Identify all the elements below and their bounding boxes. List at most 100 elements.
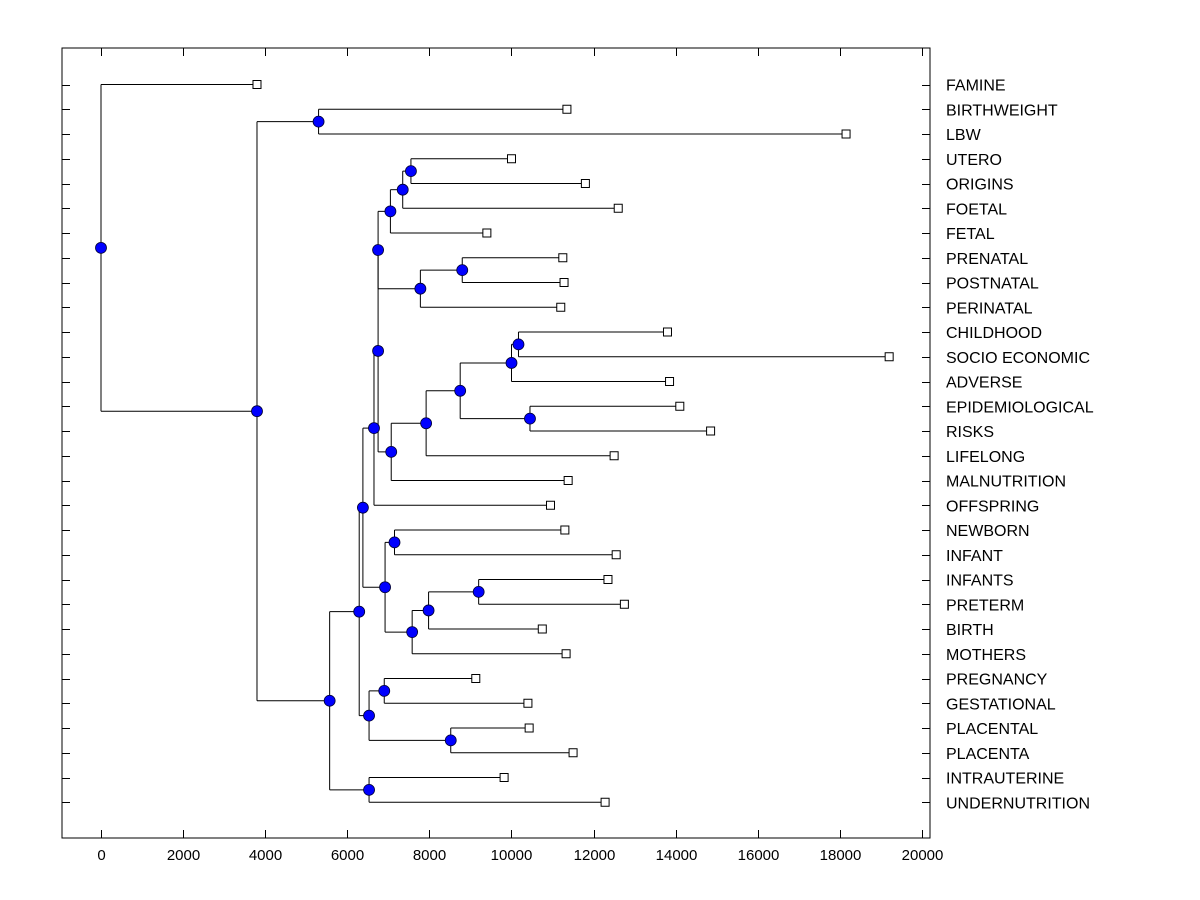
leaf-marker xyxy=(600,797,610,807)
leaf-marker xyxy=(471,674,481,683)
x-tick-label: 12000 xyxy=(574,847,616,864)
leaf-marker xyxy=(545,500,555,510)
x-ticks: 0 2000 4000 6000 8000 10000 12000 14000 16000 180… xyxy=(97,48,943,864)
leaf-marker xyxy=(252,80,262,89)
leaf-marker xyxy=(482,228,492,238)
x-tick-label: 4000 xyxy=(249,847,282,864)
merge-node xyxy=(363,783,375,796)
leaf-marker xyxy=(611,550,621,560)
merge-node xyxy=(353,605,366,618)
merge-node xyxy=(422,604,435,617)
merge-node xyxy=(368,422,380,434)
x-tick-label: 8000 xyxy=(413,847,446,864)
leaf-label: GESTATIONAL xyxy=(946,696,1056,713)
leaf-marker xyxy=(559,278,569,287)
leaf-marker xyxy=(603,575,613,584)
leaf-marker xyxy=(706,426,716,436)
leaf-label: PRETERM xyxy=(946,597,1024,614)
merge-node xyxy=(385,445,398,458)
leaf-label: UNDERNUTRITION xyxy=(946,795,1090,812)
merge-node xyxy=(323,694,336,707)
leaf-label: RISKS xyxy=(946,424,994,441)
leaf-label: POSTNATAL xyxy=(946,276,1039,293)
leaf-marker xyxy=(662,327,672,337)
merge-node xyxy=(406,626,419,638)
x-tick-label: 6000 xyxy=(331,847,364,864)
leaf-label: FOETAL xyxy=(946,201,1007,218)
leaf-label: ADVERSE xyxy=(946,375,1022,392)
leaf-marker xyxy=(580,179,590,188)
leaf-label: FAMINE xyxy=(946,78,1006,95)
leaf-label: EPIDEMIOLOGICAL xyxy=(946,399,1094,416)
merge-node xyxy=(363,709,375,722)
leaf-marker xyxy=(675,401,685,411)
leaf-marker xyxy=(524,723,534,733)
leaf-label: PREGNANCY xyxy=(946,672,1048,689)
merge-node xyxy=(251,405,263,418)
merge-node xyxy=(95,241,107,254)
leaf-label: PLACENTAL xyxy=(946,721,1038,738)
leaf-marker xyxy=(499,773,509,782)
merge-node xyxy=(312,115,325,128)
merge-node xyxy=(405,165,417,178)
x-tick-label: 0 xyxy=(97,847,105,864)
merge-node xyxy=(414,282,427,295)
leaf-marker xyxy=(560,525,570,535)
leaf-label: NEWBORN xyxy=(946,523,1030,540)
x-tick-label: 20000 xyxy=(902,847,944,864)
leaf-label: MOTHERS xyxy=(946,647,1026,664)
leaf-label: BIRTHWEIGHT xyxy=(946,102,1058,119)
merge-node xyxy=(388,536,401,549)
leaf-labels: FAMINE BIRTHWEIGHT LBW UTERO ORIGINS FOETAL FE… xyxy=(946,78,1094,813)
leaf-label: SOCIO ECONOMIC xyxy=(946,350,1090,367)
leaf-marker xyxy=(884,352,894,362)
leaf-label: INTRAUTERINE xyxy=(946,771,1064,788)
leaf-marker xyxy=(558,253,568,263)
merge-node xyxy=(356,501,369,514)
merge-node xyxy=(372,345,384,357)
leaf-marker xyxy=(665,377,675,386)
leaf-marker xyxy=(841,129,851,139)
merge-node xyxy=(372,244,384,256)
leaf-marker xyxy=(562,104,572,114)
merge-node xyxy=(378,684,391,697)
x-tick-label: 14000 xyxy=(656,847,698,864)
leaf-label: PERINATAL xyxy=(946,300,1033,317)
merge-node xyxy=(379,581,391,594)
merge-node xyxy=(512,338,525,351)
leaf-marker xyxy=(609,451,619,461)
leaf-marker xyxy=(561,649,571,659)
y-ticks xyxy=(62,85,930,803)
tree-marks xyxy=(95,80,894,807)
leaf-label: LBW xyxy=(946,127,982,144)
leaf-label: BIRTH xyxy=(946,622,994,639)
leaf-marker xyxy=(537,624,547,634)
x-tick-label: 10000 xyxy=(491,847,533,864)
leaf-label: PRENATAL xyxy=(946,251,1028,268)
merge-node xyxy=(472,585,485,598)
merge-node xyxy=(505,357,518,369)
merge-node xyxy=(454,384,467,397)
leaf-label: PLACENTA xyxy=(946,746,1030,763)
leaf-label: UTERO xyxy=(946,152,1002,169)
x-tick-label: 2000 xyxy=(167,847,200,864)
leaf-label: FETAL xyxy=(946,226,995,243)
merge-node xyxy=(420,417,433,430)
leaf-marker xyxy=(619,599,629,609)
leaf-marker xyxy=(556,302,566,312)
merge-node xyxy=(524,412,536,425)
leaf-label: CHILDHOOD xyxy=(946,325,1042,342)
leaf-label: ORIGINS xyxy=(946,177,1014,194)
merge-node xyxy=(384,205,397,218)
x-tick-label: 18000 xyxy=(820,847,862,864)
leaf-label: MALNUTRITION xyxy=(946,474,1066,491)
leaf-label: LIFELONG xyxy=(946,449,1025,466)
leaf-label: OFFSPRING xyxy=(946,498,1039,515)
leaf-marker xyxy=(563,476,573,485)
leaf-marker xyxy=(507,154,516,164)
merge-node xyxy=(456,264,469,277)
merge-node xyxy=(396,183,409,196)
leaf-label: INFANTS xyxy=(946,573,1014,590)
leaf-marker xyxy=(613,203,623,213)
